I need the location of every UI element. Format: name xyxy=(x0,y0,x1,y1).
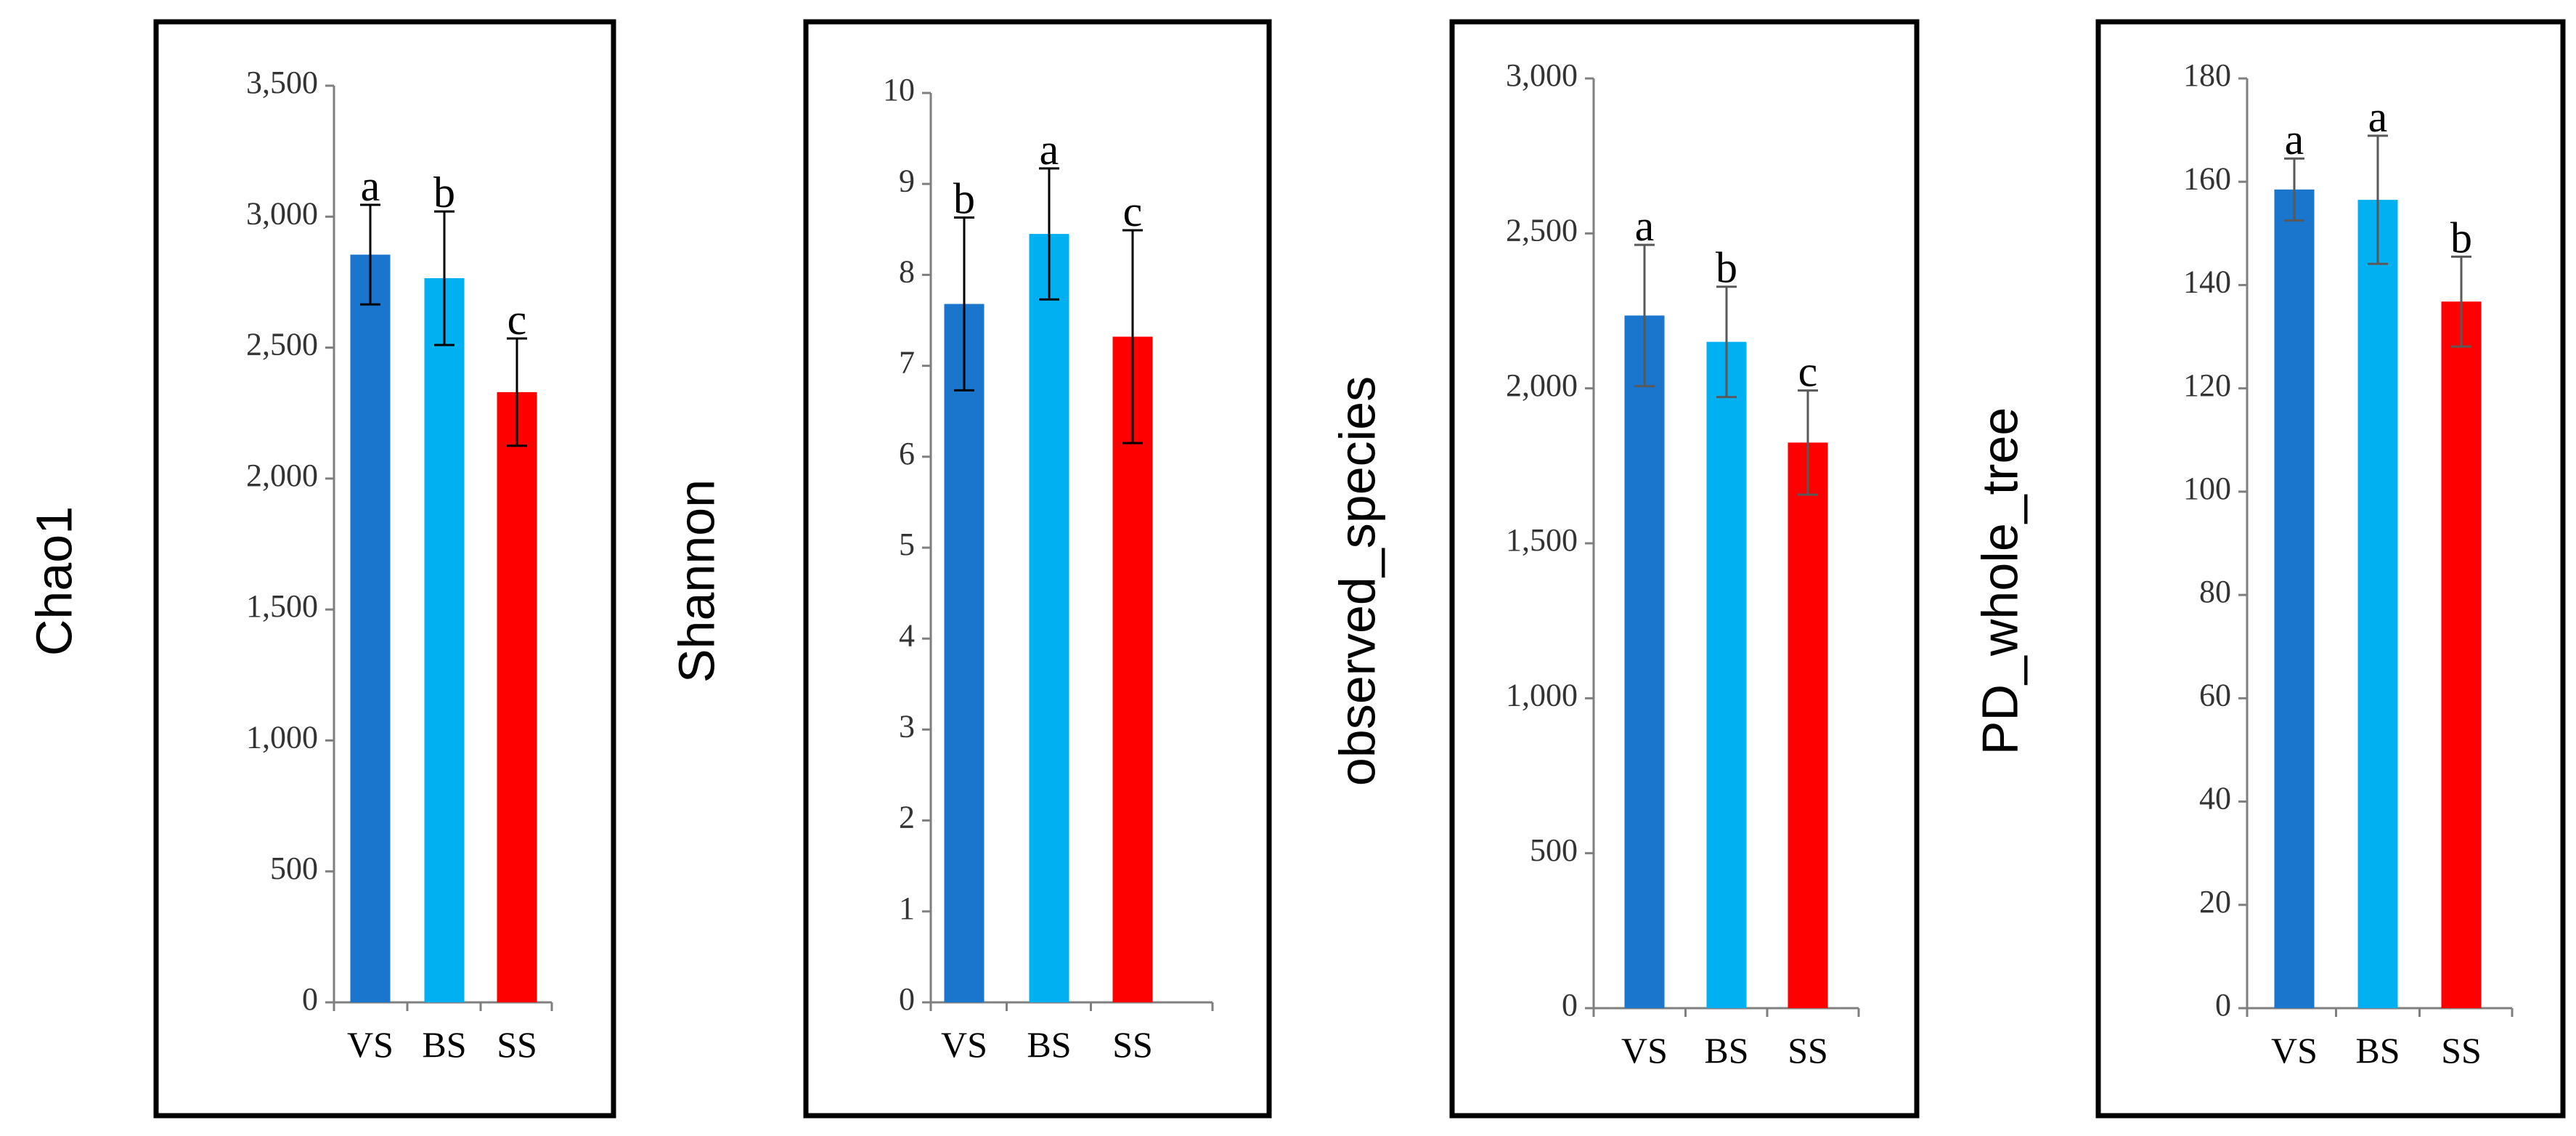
bar-vs xyxy=(1624,315,1665,1008)
chart-panel-4: PD_whole_tree 0 20 40 60 80 100 120 140 160 180 a VS… xyxy=(1971,19,2566,1119)
y-tick-label: 9 xyxy=(899,163,915,198)
y-tick-label: 100 xyxy=(2183,471,2231,506)
significance-letter: b xyxy=(2450,214,2472,261)
y-tick-label: 1,000 xyxy=(1506,677,1578,713)
significance-letter: a xyxy=(1635,202,1655,250)
y-tick-label: 6 xyxy=(899,436,915,471)
panel-frame xyxy=(1449,19,1920,1119)
significance-letter: b xyxy=(433,169,455,216)
y-tick-label: 120 xyxy=(2183,368,2231,403)
significance-letter: a xyxy=(2368,93,2388,141)
bar-bs xyxy=(1706,341,1747,1009)
x-category-label: VS xyxy=(347,1024,394,1065)
bar-bs xyxy=(424,278,465,1002)
y-tick-label: 2,500 xyxy=(1506,212,1578,248)
y-tick-label: 3,500 xyxy=(246,65,318,100)
chart-panel-3: observed_species 0 500 1,000 1,500 2,000 2,500… xyxy=(1329,19,1920,1119)
panel-frame xyxy=(2095,19,2566,1119)
y-axis-label: PD_whole_tree xyxy=(1971,407,2028,755)
y-tick-label: 2,500 xyxy=(246,327,318,362)
significance-letter: a xyxy=(2285,115,2304,163)
y-tick-label: 10 xyxy=(883,72,915,107)
bar-vs xyxy=(2274,189,2315,1008)
significance-letter: c xyxy=(508,296,527,344)
y-tick-label: 0 xyxy=(302,981,318,1017)
y-tick-label: 60 xyxy=(2199,677,2231,713)
y-tick-label: 0 xyxy=(2215,987,2231,1023)
x-category-label: BS xyxy=(1704,1030,1748,1071)
bar-bs xyxy=(2357,200,2398,1009)
x-category-label: VS xyxy=(941,1024,987,1065)
y-tick-label: 8 xyxy=(899,253,915,289)
bar-bs xyxy=(1029,234,1069,1002)
y-tick-label: 5 xyxy=(899,527,915,562)
chart-panel-2: Shannon 0 1 2 3 4 5 6 7 8 9 10 b VS a BS c SS xyxy=(668,19,1272,1119)
y-tick-label: 1,000 xyxy=(246,720,318,755)
significance-letter: b xyxy=(1716,244,1737,292)
significance-letter: c xyxy=(1123,187,1143,235)
x-category-label: BS xyxy=(2355,1030,2400,1071)
bar-ss xyxy=(2441,301,2482,1008)
y-tick-label: 40 xyxy=(2199,781,2231,816)
y-tick-label: 20 xyxy=(2199,884,2231,920)
bar-ss xyxy=(497,391,537,1002)
x-category-label: BS xyxy=(1027,1024,1071,1065)
y-tick-label: 1,500 xyxy=(1506,522,1578,558)
y-tick-label: 3,000 xyxy=(1506,57,1578,93)
y-tick-label: 3 xyxy=(899,708,915,744)
y-tick-label: 80 xyxy=(2199,574,2231,609)
panel-frame xyxy=(803,19,1272,1119)
y-axis-label: Shannon xyxy=(668,479,725,683)
x-category-label: SS xyxy=(497,1024,537,1065)
x-category-label: SS xyxy=(1112,1024,1153,1065)
y-tick-label: 500 xyxy=(1530,832,1578,868)
significance-letter: a xyxy=(361,162,380,210)
x-category-label: SS xyxy=(1788,1030,1828,1071)
y-axis-label: observed_species xyxy=(1329,376,1385,786)
y-tick-label: 500 xyxy=(270,851,318,886)
significance-letter: a xyxy=(1040,126,1059,174)
chart-panel-1: Chao1 0 500 1,000 1,500 2,000 2,500 3,000 3,500 a… xyxy=(25,19,616,1119)
y-tick-label: 140 xyxy=(2183,264,2231,300)
x-category-label: SS xyxy=(2441,1030,2482,1071)
significance-letter: c xyxy=(1798,348,1818,396)
y-tick-label: 0 xyxy=(899,981,915,1017)
y-tick-label: 180 xyxy=(2183,57,2231,93)
y-tick-label: 1 xyxy=(899,890,915,926)
significance-letter: b xyxy=(953,175,975,223)
bar-vs xyxy=(350,254,391,1002)
y-tick-label: 3,000 xyxy=(246,195,318,231)
x-category-label: BS xyxy=(422,1024,466,1065)
y-tick-label: 2 xyxy=(899,800,915,835)
y-tick-label: 160 xyxy=(2183,161,2231,196)
bar-ss xyxy=(1788,442,1828,1008)
y-tick-label: 2,000 xyxy=(246,458,318,493)
x-category-label: VS xyxy=(2271,1030,2318,1071)
panel-frame xyxy=(153,19,616,1119)
bar-ss xyxy=(1112,336,1153,1002)
y-tick-label: 1,500 xyxy=(246,588,318,624)
y-axis-label: Chao1 xyxy=(25,506,82,656)
y-tick-label: 4 xyxy=(899,617,915,653)
y-tick-label: 7 xyxy=(899,345,915,381)
x-category-label: VS xyxy=(1621,1030,1668,1071)
bar-vs xyxy=(944,304,985,1002)
y-tick-label: 0 xyxy=(1562,987,1578,1023)
y-tick-label: 2,000 xyxy=(1506,368,1578,403)
